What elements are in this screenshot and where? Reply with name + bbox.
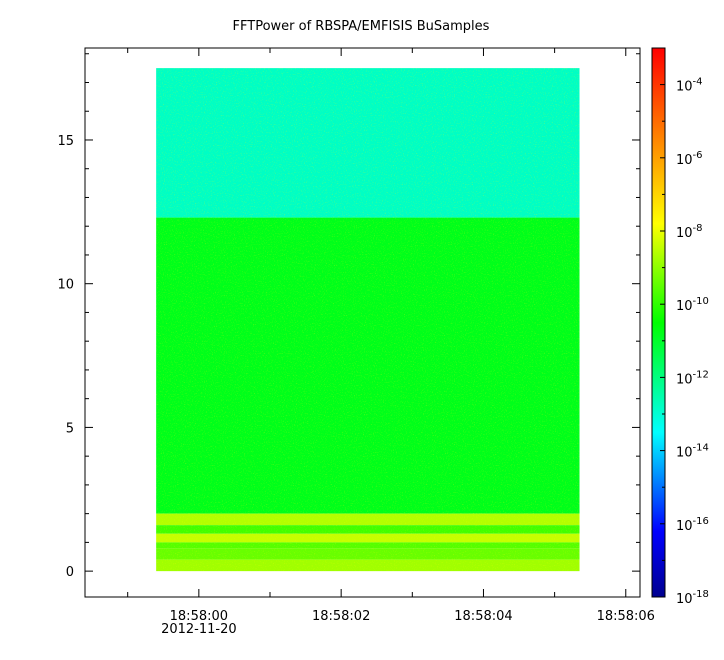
colorbar-tick-label: 10-4 [676, 77, 703, 95]
colorbar-tick-label: 10-10 [676, 296, 709, 314]
x-tick-label: 18:58:06 [597, 609, 655, 624]
spectrogram-texture [156, 68, 580, 572]
y-tick-label: 15 [57, 134, 74, 149]
y-axis: 0 5 10 15 [57, 53, 640, 580]
x-tick-label: 18:58:00 [170, 609, 228, 624]
colorbar-tick-label: 10-18 [676, 589, 709, 607]
y-tick-label: 10 [57, 278, 74, 293]
colorbar-tick-label: 10-16 [676, 516, 709, 534]
colorbar-axis: 10-4 10-6 10-8 10-10 10-12 10-14 10-16 10-18 [660, 47, 709, 607]
colorbar-tick-label: 10-6 [676, 150, 703, 168]
y-tick-label: 0 [66, 565, 74, 580]
chart-title: FFTPower of RBSPA/EMFISIS BuSamples [233, 19, 490, 34]
x-axis: 18:58:00 18:58:02 18:58:04 18:58:06 2012-11-… [127, 48, 655, 637]
x-tick-label: 18:58:02 [312, 609, 370, 624]
colorbar-tick-label: 10-8 [676, 223, 703, 241]
spectrogram-image [156, 68, 580, 572]
colorbar [651, 47, 666, 598]
colorbar-tick-label: 10-12 [676, 369, 709, 387]
x-date-label: 2012-11-20 [161, 622, 237, 637]
y-tick-label: 5 [66, 421, 74, 436]
x-tick-label: 18:58:04 [454, 609, 512, 624]
colorbar-tick-label: 10-14 [676, 443, 709, 461]
